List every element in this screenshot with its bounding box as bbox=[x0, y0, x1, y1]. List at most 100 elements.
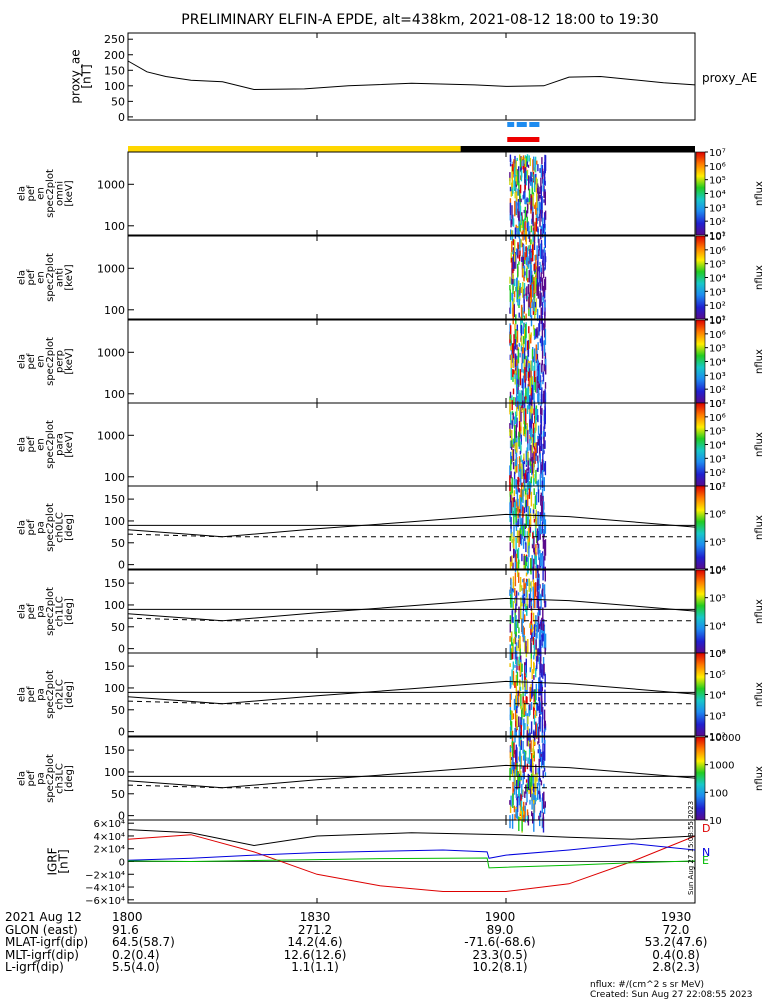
spectrogram-pixel bbox=[532, 612, 535, 622]
colorbar-tick-label: 10 bbox=[709, 816, 722, 827]
spectrogram-pixel bbox=[534, 513, 537, 525]
spectrogram-pixel bbox=[542, 758, 544, 762]
pa-colorbar bbox=[695, 569, 706, 654]
spectrogram-pixel bbox=[514, 253, 516, 270]
spectrogram-pixel bbox=[510, 459, 512, 471]
spectrogram-pixel bbox=[516, 501, 518, 510]
spectrogram-pixel bbox=[537, 461, 539, 470]
spectrogram-pixel bbox=[520, 215, 522, 225]
spectrogram-pixel bbox=[522, 513, 524, 529]
y-axis-label: nflux bbox=[754, 515, 765, 540]
spectrogram-pixel bbox=[523, 353, 526, 367]
footer-created: Created: Sun Aug 27 22:08:55 2023 bbox=[590, 990, 752, 1000]
spectrogram-pixel bbox=[540, 553, 542, 567]
spectrogram-pixel bbox=[509, 615, 512, 624]
spectrogram-pixel bbox=[526, 405, 529, 414]
orbit-value: 2.8(2.3) bbox=[652, 960, 700, 974]
spectrogram-pixel bbox=[516, 480, 518, 485]
spectrogram-pixel bbox=[511, 433, 513, 441]
spectrogram-pixel bbox=[541, 617, 543, 630]
y-axis-label-line: nflux bbox=[754, 766, 765, 791]
spectrogram-pixel bbox=[527, 740, 530, 747]
y-axis-label-line: perp bbox=[54, 350, 65, 373]
spectrogram-pixel bbox=[516, 394, 518, 408]
spectrogram-pixel bbox=[520, 539, 523, 546]
spectrogram-pixel bbox=[521, 602, 523, 607]
spectrogram-pixel bbox=[542, 770, 544, 779]
spectrogram-pixel bbox=[513, 510, 515, 525]
spectrogram-pixel bbox=[520, 441, 522, 453]
spectrogram-pixel bbox=[530, 179, 532, 186]
colorbar-tick-label: 10⁴ bbox=[709, 274, 726, 285]
spectrogram-pixel bbox=[535, 632, 537, 644]
spectrogram-pixel bbox=[515, 674, 517, 692]
spectrogram-pixel bbox=[522, 489, 524, 504]
spectrogram-pixel bbox=[543, 556, 545, 572]
spectrogram-pixel bbox=[532, 586, 534, 591]
spectrogram-pixel bbox=[529, 438, 531, 451]
spectrogram-pixel bbox=[511, 171, 513, 188]
spectrogram-pixel bbox=[527, 494, 529, 507]
orbit-value: 10.2(8.1) bbox=[472, 960, 527, 974]
spectrogram-pixel bbox=[530, 171, 532, 181]
y-axis-label-line: ela bbox=[16, 771, 27, 786]
spectrogram-pixel bbox=[533, 663, 535, 671]
spectrogram-pixel bbox=[518, 656, 520, 665]
spectrogram-pixel bbox=[517, 348, 520, 363]
spectrogram-pixel bbox=[521, 673, 524, 685]
spectrogram-pixel bbox=[523, 328, 526, 344]
spectrogram-pixel bbox=[532, 631, 534, 642]
spectrogram-pixel bbox=[513, 636, 516, 644]
spectrogram-pixel bbox=[531, 623, 533, 633]
spectrogram-pixel bbox=[514, 598, 517, 604]
spectrogram-pixel bbox=[517, 396, 519, 402]
spectrogram-pixel bbox=[516, 324, 518, 331]
spectrogram-pixel bbox=[538, 323, 540, 336]
spectrogram-pixel bbox=[525, 708, 527, 717]
spectrogram-pixel bbox=[523, 765, 525, 780]
y-axis-label-line: pef bbox=[26, 770, 37, 787]
spectrogram-pixel bbox=[514, 572, 517, 587]
spectrogram-pixel bbox=[544, 252, 546, 270]
spectrogram-pixel bbox=[515, 809, 517, 818]
spectrogram-pixel bbox=[519, 250, 521, 257]
spectrogram-pixel bbox=[539, 261, 541, 266]
spectrogram-pixel bbox=[533, 452, 535, 468]
spectrogram-pixel bbox=[529, 419, 531, 432]
footer-units: nflux: #/(cm^2 s sr MeV) bbox=[590, 980, 704, 990]
y-axis-label-line: ela bbox=[16, 270, 27, 285]
spectrogram-pixel bbox=[513, 159, 515, 168]
spectrogram-pixel bbox=[525, 324, 527, 339]
spectrogram-pixel bbox=[515, 378, 518, 388]
spectrogram-pixel bbox=[519, 725, 521, 733]
loss-cone-lower-line bbox=[127, 533, 695, 538]
spectrogram-pixel bbox=[516, 363, 518, 380]
spectrogram-pixel bbox=[520, 343, 523, 352]
spectrogram-pixel bbox=[539, 606, 541, 616]
spectrogram-pixel bbox=[543, 663, 545, 676]
y-axis-label-line: ch1LC bbox=[54, 596, 65, 627]
spectrogram-pixel bbox=[539, 338, 542, 343]
spectrogram-pixel bbox=[539, 213, 541, 227]
spectrogram-pixel bbox=[518, 254, 521, 262]
spectrogram-pixel bbox=[534, 276, 536, 293]
spectrogram-pixel bbox=[527, 527, 530, 543]
spectrogram-pixel bbox=[535, 298, 537, 312]
colorbar-tick-label: 10³ bbox=[709, 711, 726, 722]
spectrogram-pixel bbox=[528, 488, 531, 499]
colorbar-tick-label: 10³ bbox=[709, 454, 726, 465]
spectrogram-pixel bbox=[532, 785, 534, 790]
panel-frame bbox=[127, 569, 696, 654]
spectrogram-pixel bbox=[513, 548, 515, 559]
spectrogram-pixel bbox=[544, 399, 546, 408]
spectrogram-pixel bbox=[541, 525, 543, 534]
pa-panel-2: 150100500elapefpaspec2plotch1LC[deg]10⁶1… bbox=[16, 566, 765, 662]
spectrogram-pixel bbox=[537, 216, 539, 221]
y-tick-label: 1000 bbox=[97, 346, 125, 359]
spectrogram-pixel bbox=[538, 790, 540, 795]
spectrogram-pixel bbox=[533, 328, 535, 336]
spectrogram-pixel bbox=[533, 558, 535, 569]
y-axis-label: elapefenspec2plotomni[keV] bbox=[16, 169, 75, 218]
y-tick-label: 1000 bbox=[97, 429, 125, 442]
y-tick-label: 0 bbox=[118, 559, 125, 572]
